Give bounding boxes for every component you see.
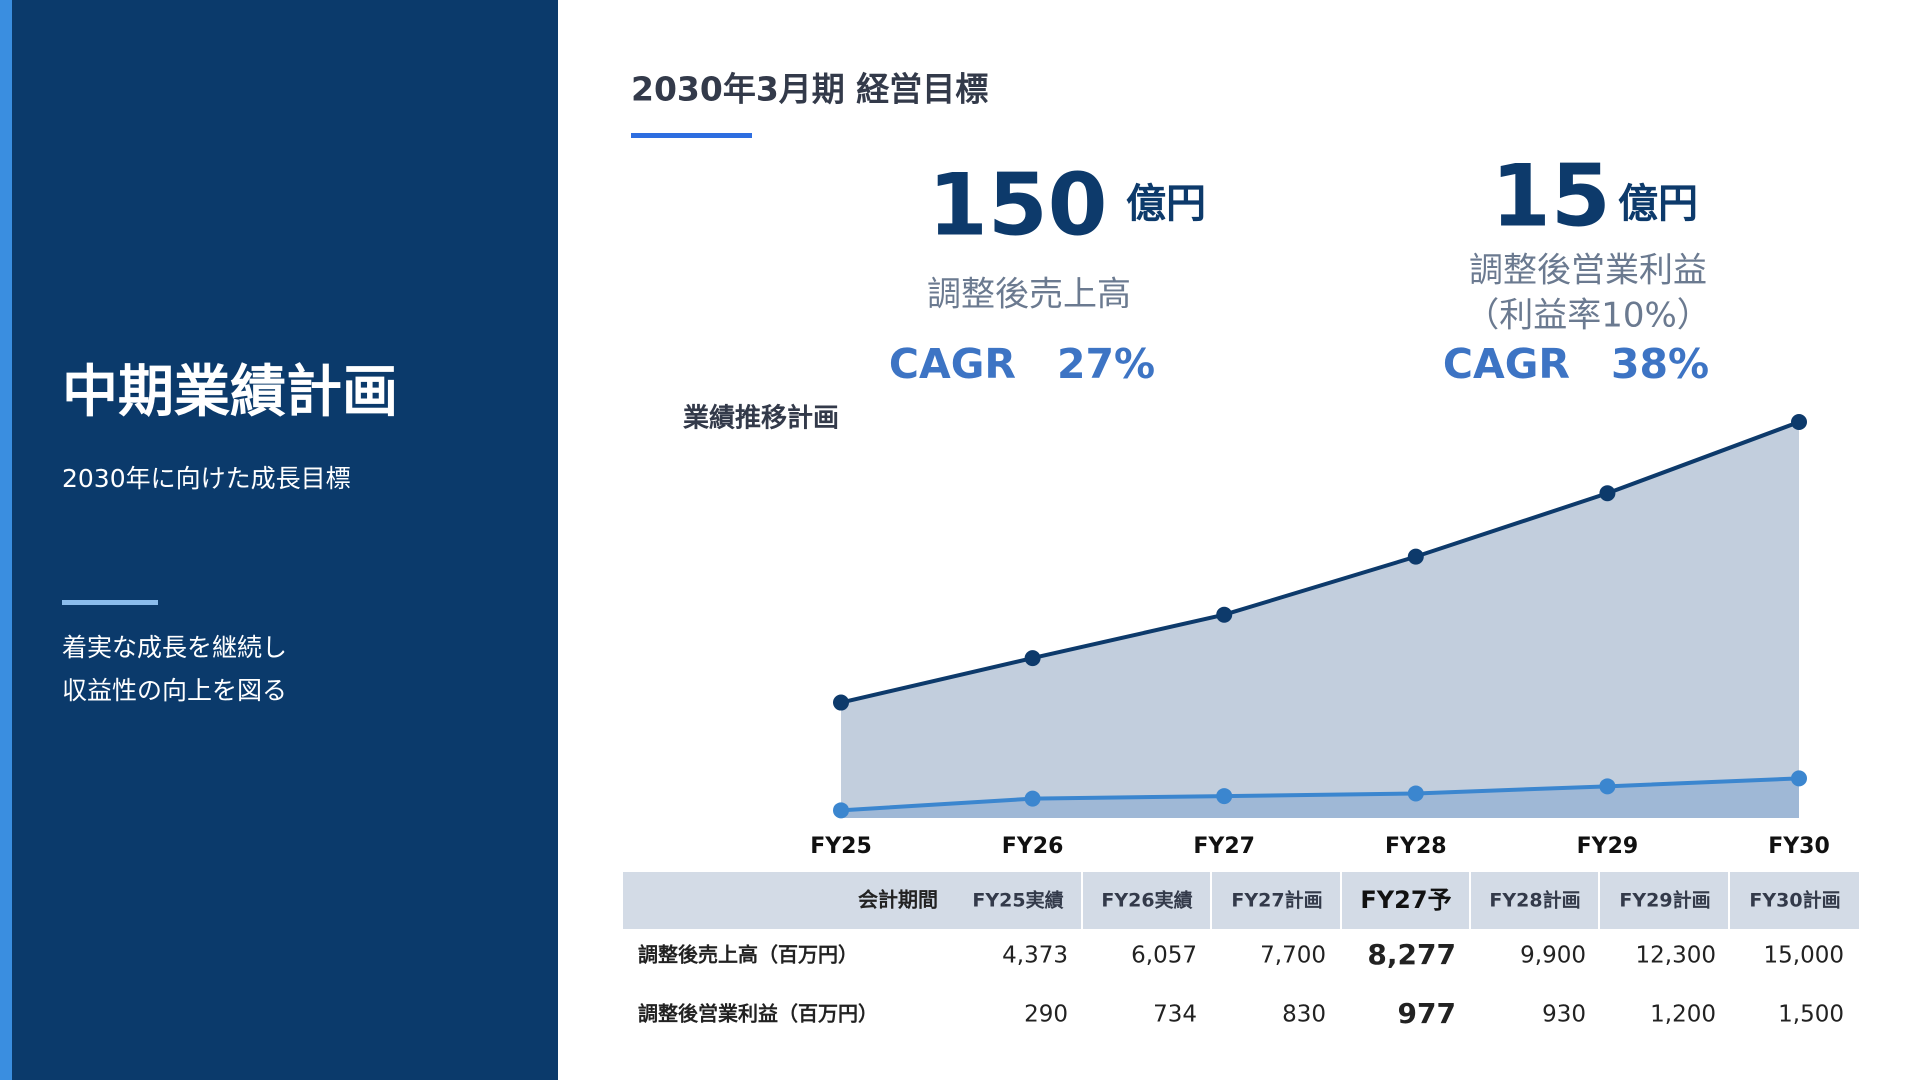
x-tick-label: FY28 [1385, 834, 1447, 859]
kpi-label: 調整後営業利益 [1469, 251, 1707, 291]
sidebar-line: 着実な成長を継続し [62, 633, 287, 662]
x-tick-label: FY26 [1002, 834, 1064, 859]
table-cell: 1,200 [1650, 1002, 1716, 1028]
kpi-cagr: CAGR 27% [889, 340, 1155, 388]
table-cell: 6,057 [1131, 943, 1197, 969]
line [840, 420, 1800, 705]
point [1791, 414, 1807, 430]
table-header: FY26実績 [1101, 889, 1192, 912]
table-cell: 8,277 [1367, 938, 1456, 971]
x-tick-label: FY30 [1768, 834, 1830, 859]
sidebar-title: 中期業績計画 [62, 360, 398, 425]
table-cell: 1,500 [1778, 1002, 1844, 1028]
table-cell: 977 [1398, 997, 1456, 1030]
table-header: FY28計画 [1489, 889, 1580, 912]
kpi-value: 150 [928, 155, 1108, 255]
table-cell: 4,373 [1002, 943, 1068, 969]
point [1024, 650, 1041, 667]
kpi-cagr: CAGR 38% [1443, 340, 1709, 388]
point [1407, 548, 1424, 565]
point [1791, 770, 1807, 787]
x-tick-label: FY29 [1577, 834, 1639, 859]
kpi-unit: 億円 [1126, 181, 1206, 227]
table-header: FY30計画 [1749, 889, 1840, 912]
table-header: FY29計画 [1619, 889, 1710, 912]
heading-underline [631, 133, 752, 138]
table-cell: 9,900 [1520, 943, 1586, 969]
point [1407, 785, 1424, 802]
kpi-label: 調整後売上高 [927, 275, 1131, 315]
sidebar-line: 収益性の向上を図る [62, 676, 287, 705]
table-row-label: 調整後営業利益（百万円） [638, 1002, 878, 1026]
point [833, 694, 849, 711]
kpi-note: （利益率10%） [1465, 296, 1711, 336]
x-tick-label: FY27 [1193, 834, 1255, 859]
table-cell: 734 [1153, 1002, 1197, 1028]
point [1599, 485, 1616, 502]
point [1216, 788, 1233, 805]
area [841, 422, 1799, 818]
table-header-bg [623, 872, 1859, 929]
table-cell: 15,000 [1764, 943, 1844, 969]
table-header: 会計期間 [858, 888, 938, 912]
kpi-unit: 億円 [1618, 181, 1698, 227]
x-tick-label: FY25 [810, 834, 872, 859]
line [840, 776, 1800, 813]
table-row-label: 調整後売上高（百万円） [638, 943, 858, 967]
table-header: FY25実績 [972, 889, 1063, 912]
sidebar-divider [62, 600, 158, 605]
sidebar-stripe [0, 0, 12, 1080]
point [1024, 790, 1041, 807]
heading: 2030年3月期 経営目標 [631, 70, 988, 109]
point [833, 802, 849, 819]
point [1599, 778, 1616, 795]
chart-title: 業績推移計画 [683, 403, 839, 434]
table-cell: 290 [1024, 1002, 1068, 1028]
table-cell: 7,700 [1260, 943, 1326, 969]
kpi-value: 15 [1491, 146, 1611, 246]
table-cell: 830 [1282, 1002, 1326, 1028]
point [1216, 606, 1233, 623]
table-cell: 930 [1542, 1002, 1586, 1028]
table-header: FY27予 [1360, 886, 1451, 914]
table-cell: 12,300 [1636, 943, 1716, 969]
table-header: FY27計画 [1231, 889, 1322, 912]
sidebar-subtitle: 2030年に向けた成長目標 [62, 464, 351, 493]
sidebar [0, 0, 558, 1080]
